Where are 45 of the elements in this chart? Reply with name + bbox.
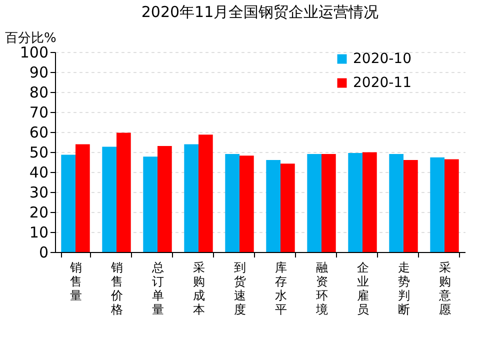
y-tick-label: 70 [29, 104, 48, 122]
y-tick-label: 0 [38, 244, 48, 262]
bar [266, 160, 280, 252]
y-tick-label: 60 [29, 124, 48, 142]
y-tick-label: 80 [29, 84, 48, 102]
y-tick-label: 50 [29, 144, 48, 162]
bar [280, 164, 295, 252]
x-tick-label: 销售价格 [110, 260, 123, 316]
bar [61, 154, 76, 252]
x-tick-label: 企业雇员 [357, 260, 369, 316]
bar [158, 146, 172, 252]
x-tick-label: 采购成本 [193, 260, 205, 316]
bar [444, 159, 459, 252]
bar [184, 144, 198, 252]
bar [116, 132, 131, 252]
bar [76, 144, 90, 252]
bar [404, 160, 418, 252]
bar [198, 134, 213, 252]
legend-label: 2020-10 [353, 51, 412, 67]
x-tick-label: 销售量 [69, 260, 82, 302]
y-tick-label: 30 [29, 184, 48, 202]
bar [307, 154, 322, 252]
bar [348, 153, 362, 252]
y-tick-label: 100 [20, 44, 48, 62]
y-tick-label: 20 [29, 204, 48, 222]
bar [225, 154, 240, 252]
bar [430, 157, 444, 252]
x-tick-label: 采购意愿 [438, 260, 451, 316]
x-tick-label: 到货速度 [234, 260, 246, 316]
x-tick-label: 总订单量 [151, 260, 164, 316]
chart-title: 2020年11月全国钢贸企业运营情况 [141, 3, 379, 21]
bar [102, 146, 116, 252]
x-tick-label: 走势判断 [398, 260, 410, 316]
y-tick-label: 90 [29, 64, 48, 82]
legend-label: 2020-11 [353, 75, 412, 91]
bar [362, 152, 377, 252]
y-tick-label: 40 [29, 164, 48, 182]
bar [240, 156, 254, 252]
bar [143, 156, 158, 252]
x-tick-label: 融资环境 [315, 260, 328, 316]
bar [389, 154, 404, 252]
x-tick-label: 库存水平 [275, 260, 287, 316]
y-tick-label: 10 [29, 224, 48, 242]
y-axis-title: 百分比% [5, 31, 56, 46]
bar [322, 154, 336, 252]
